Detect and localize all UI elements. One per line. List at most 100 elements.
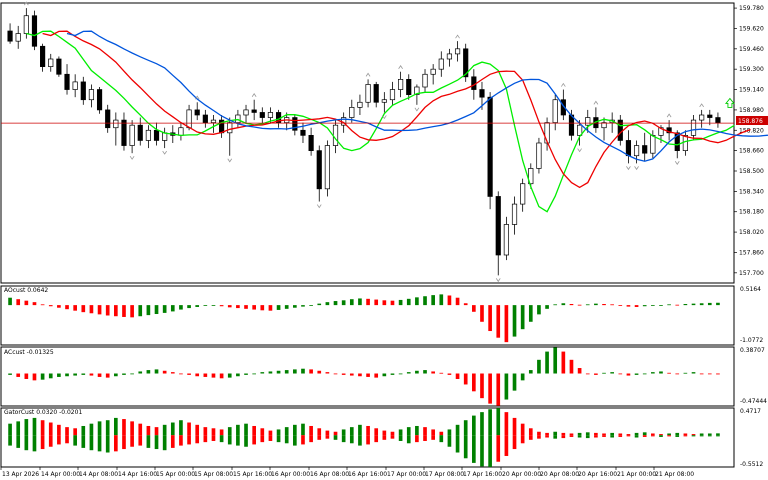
candle-body[interactable] xyxy=(536,142,542,169)
candle-body[interactable] xyxy=(235,114,241,123)
candle-body[interactable] xyxy=(463,48,469,78)
candle-body[interactable] xyxy=(113,119,119,129)
ac-histogram-bar xyxy=(195,373,200,377)
candle-body[interactable] xyxy=(430,68,436,75)
candle-body[interactable] xyxy=(121,119,127,146)
ac-histogram-bar xyxy=(707,373,712,375)
candle-body[interactable] xyxy=(227,122,233,134)
gator-lower-bar xyxy=(488,435,492,467)
candle-body[interactable] xyxy=(625,140,632,157)
candle-body[interactable] xyxy=(398,79,404,90)
candle-body[interactable] xyxy=(137,124,143,141)
candle-body[interactable] xyxy=(585,117,591,126)
gator-lower-bar xyxy=(528,435,533,440)
candle-body[interactable] xyxy=(194,109,200,116)
candle-body[interactable] xyxy=(251,109,257,113)
candle-body[interactable] xyxy=(699,114,705,121)
candle-body[interactable] xyxy=(96,89,103,111)
candle-body[interactable] xyxy=(503,224,509,256)
candle-body[interactable] xyxy=(40,45,46,67)
time-tick-label: 13 Apr 2026 xyxy=(2,471,39,478)
candle-body[interactable] xyxy=(162,132,168,141)
ac-indicator-pane[interactable] xyxy=(0,346,735,407)
gator-lower-bar xyxy=(398,435,403,441)
candle-body[interactable] xyxy=(577,124,583,136)
gator-lower-bar xyxy=(268,435,273,441)
candle-body[interactable] xyxy=(479,89,485,98)
time-tick-label: 16 Apr 08:00 xyxy=(310,471,349,478)
gator-lower-bar xyxy=(89,435,94,451)
ac-histogram-bar xyxy=(236,373,240,377)
candle-body[interactable] xyxy=(80,81,86,101)
candle-body[interactable] xyxy=(7,30,13,42)
candle-body[interactable] xyxy=(446,53,453,60)
candle-body[interactable] xyxy=(438,58,444,70)
candle-body[interactable] xyxy=(105,109,111,129)
candle-body[interactable] xyxy=(72,81,78,90)
candle-body[interactable] xyxy=(674,132,680,151)
candle-body[interactable] xyxy=(64,73,70,90)
candle-body[interactable] xyxy=(300,129,306,136)
candle-body[interactable] xyxy=(186,109,192,129)
candle-body[interactable] xyxy=(48,58,54,67)
candle-body[interactable] xyxy=(349,107,355,118)
candle-body[interactable] xyxy=(454,48,461,55)
candle-body[interactable] xyxy=(145,129,151,141)
gator-indicator-pane[interactable] xyxy=(0,407,735,468)
gator-lower-bar xyxy=(423,435,427,441)
candle-body[interactable] xyxy=(308,135,314,151)
gator-lower-bar xyxy=(16,435,21,448)
candle-body[interactable] xyxy=(365,84,371,103)
candle-body[interactable] xyxy=(601,122,607,129)
ac-histogram-bar xyxy=(415,370,419,374)
candle-body[interactable] xyxy=(406,79,412,95)
candle-body[interactable] xyxy=(243,109,249,116)
candle-body[interactable] xyxy=(153,129,160,141)
candle-body[interactable] xyxy=(471,76,477,90)
candle-body[interactable] xyxy=(316,150,322,190)
ac-histogram-bar xyxy=(439,372,444,374)
candle-body[interactable] xyxy=(259,112,265,118)
ao-indicator-pane[interactable] xyxy=(0,285,735,346)
candle-body[interactable] xyxy=(560,99,566,116)
candle-body[interactable] xyxy=(178,127,184,136)
gator-upper-bar xyxy=(170,422,175,436)
candle-body[interactable] xyxy=(373,84,379,103)
candle-body[interactable] xyxy=(690,119,697,136)
candle-body[interactable] xyxy=(56,58,62,75)
candle-body[interactable] xyxy=(707,114,713,118)
fractal-up-marker xyxy=(365,72,371,77)
candle-body[interactable] xyxy=(324,145,330,190)
ao-histogram-bar xyxy=(325,302,330,306)
candle-body[interactable] xyxy=(495,196,501,256)
candle-body[interactable] xyxy=(210,119,217,123)
ao-histogram-bar xyxy=(154,305,159,315)
candle-body[interactable] xyxy=(422,73,428,88)
candle-body[interactable] xyxy=(682,135,688,151)
candle-body[interactable] xyxy=(642,145,648,154)
candle-body[interactable] xyxy=(650,135,656,154)
candle-body[interactable] xyxy=(129,124,135,146)
candle-body[interactable] xyxy=(292,117,298,131)
candle-body[interactable] xyxy=(15,33,21,42)
candle-body[interactable] xyxy=(520,183,526,205)
candle-body[interactable] xyxy=(23,15,29,34)
candle-body[interactable] xyxy=(332,124,339,146)
candle-body[interactable] xyxy=(202,114,208,123)
candle-body[interactable] xyxy=(414,86,420,95)
candle-body[interactable] xyxy=(487,96,493,197)
candle-body[interactable] xyxy=(389,89,396,101)
candle-body[interactable] xyxy=(633,145,640,157)
candle-body[interactable] xyxy=(511,203,518,225)
candle-body[interactable] xyxy=(88,89,95,101)
candle-body[interactable] xyxy=(715,117,721,123)
gator-upper-bar xyxy=(463,420,468,436)
candle-body[interactable] xyxy=(267,112,274,118)
candle-body[interactable] xyxy=(381,99,387,103)
candle-body[interactable] xyxy=(552,99,558,123)
candle-body[interactable] xyxy=(31,15,38,47)
candle-body[interactable] xyxy=(357,101,363,108)
candle-body[interactable] xyxy=(528,168,534,185)
main-price-pane[interactable]: 159.780 159.620 159.460 159.300 159.140 158.9… xyxy=(0,1,768,284)
